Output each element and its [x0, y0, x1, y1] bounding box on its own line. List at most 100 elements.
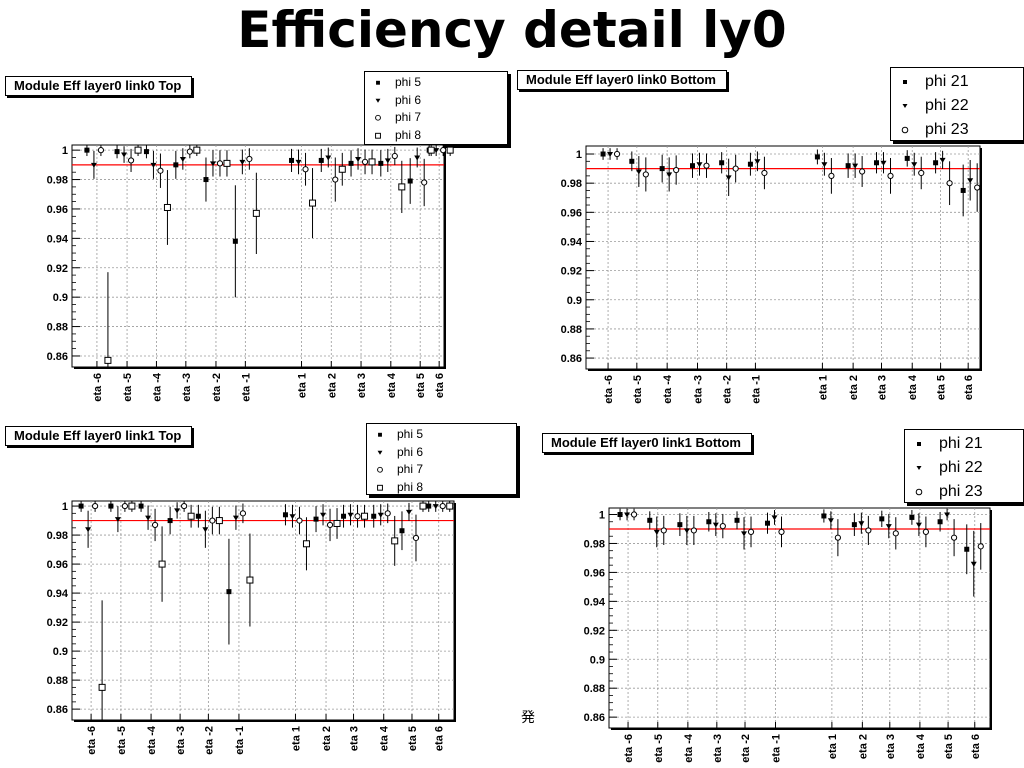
x-tick-label: eta 2 — [326, 373, 338, 398]
legend-label: phi 8 — [397, 479, 424, 494]
y-tick-label: 0.94 — [584, 596, 606, 608]
panel-title-link0-bottom: Module Eff layer0 link0 Bottom — [517, 70, 727, 90]
data-point — [239, 159, 246, 165]
data-point — [659, 166, 665, 172]
data-point — [922, 528, 929, 535]
filled-triangle-marker-icon — [377, 450, 383, 455]
data-point — [964, 546, 970, 552]
legend-label: phi 7 — [395, 110, 422, 124]
x-tick-label: eta -2 — [722, 375, 734, 404]
legend-entry: phi 7 — [367, 461, 516, 479]
data-point — [725, 175, 732, 181]
data-point — [391, 152, 398, 160]
data-point — [289, 157, 295, 163]
data-point — [828, 172, 835, 179]
data-point — [821, 162, 828, 168]
data-point — [368, 158, 376, 166]
y-tick-label: 1 — [62, 501, 68, 513]
data-point — [320, 512, 327, 518]
x-tick-label: eta -4 — [683, 733, 695, 763]
y-tick-label: 0.92 — [47, 263, 68, 275]
y-tick-label: 0.94 — [47, 233, 69, 245]
data-point — [771, 515, 778, 521]
data-point — [407, 178, 413, 184]
legend-label: phi 22 — [925, 97, 969, 114]
x-tick-label: eta 3 — [885, 734, 897, 759]
x-tick-label: eta -4 — [146, 725, 158, 755]
filled-square-marker-icon — [376, 80, 380, 85]
data-point — [967, 178, 974, 184]
data-point — [880, 160, 887, 166]
x-tick-label: eta -5 — [122, 373, 134, 402]
data-point — [128, 502, 136, 510]
data-point — [179, 156, 186, 162]
data-point — [937, 519, 943, 525]
data-point — [302, 540, 310, 548]
y-tick-label: 0.92 — [47, 617, 68, 629]
legend-label: phi 7 — [397, 462, 424, 476]
x-tick-label: eta -2 — [211, 373, 223, 402]
data-point — [84, 147, 90, 153]
data-point — [761, 169, 768, 177]
data-point — [412, 534, 420, 542]
x-tick-label: eta 2 — [848, 375, 860, 400]
y-tick-label: 0.98 — [584, 538, 605, 550]
data-point — [405, 509, 412, 515]
x-tick-label: eta 1 — [290, 726, 302, 751]
data-point — [635, 169, 642, 175]
data-point — [719, 522, 726, 530]
legend-label: phi 5 — [397, 427, 424, 441]
x-tick-label: eta 4 — [379, 725, 391, 751]
data-point — [660, 527, 667, 534]
data-point — [355, 156, 362, 162]
data-point — [187, 512, 195, 520]
data-point — [977, 543, 984, 550]
stray-glyph: 発 — [521, 709, 535, 725]
data-point — [653, 529, 660, 535]
filled-triangle-marker-icon — [916, 466, 922, 470]
x-tick-label: eta -2 — [203, 726, 215, 755]
open-square-marker-icon — [377, 484, 383, 491]
x-tick-label: eta -1 — [234, 726, 246, 755]
data-point — [145, 515, 152, 521]
x-tick-label: eta 4 — [907, 374, 919, 400]
data-point — [181, 502, 188, 510]
data-point — [167, 518, 173, 524]
data-point — [851, 522, 857, 528]
data-point — [216, 160, 224, 167]
legend-label: phi 8 — [395, 127, 422, 142]
data-point — [203, 177, 209, 183]
y-tick-label: 1 — [599, 510, 605, 522]
y-tick-label: 0.96 — [47, 204, 68, 216]
data-point — [734, 517, 740, 523]
legend-link1-top: phi 5 phi 6 phi 7 phi 8 — [366, 423, 517, 495]
data-point — [325, 155, 332, 161]
data-point — [960, 187, 966, 193]
data-point — [911, 162, 918, 168]
data-point — [313, 516, 319, 522]
data-point — [151, 521, 159, 529]
data-point — [338, 165, 346, 173]
data-point — [326, 521, 334, 529]
y-tick-label: 0.88 — [47, 675, 68, 687]
x-tick-label: eta -3 — [712, 734, 724, 763]
x-tick-label: eta 6 — [434, 373, 446, 398]
data-point — [121, 152, 128, 158]
x-tick-label: eta -2 — [740, 734, 752, 763]
panel-title-link1-top: Module Eff layer0 link1 Top — [5, 426, 193, 446]
chart-panel: 1 0.98 0.96 0.94 0.92 0.9 0.88 0.86 eta -6 eta -5… — [47, 144, 454, 402]
data-point — [607, 152, 614, 158]
legend-entry: phi 8 — [365, 127, 507, 145]
data-point — [946, 180, 953, 187]
x-tick-label: eta -6 — [92, 373, 104, 402]
x-tick-label: eta -3 — [693, 375, 705, 404]
data-point — [440, 147, 447, 154]
x-tick-label: eta 3 — [356, 373, 368, 398]
x-tick-label: eta -3 — [181, 373, 193, 402]
legend-entry: phi 21 — [891, 70, 1023, 94]
data-point — [852, 163, 859, 169]
data-point — [421, 179, 428, 186]
data-point — [104, 356, 112, 364]
legend-entry: phi 5 — [365, 74, 507, 92]
x-tick-label: eta 3 — [877, 375, 889, 400]
